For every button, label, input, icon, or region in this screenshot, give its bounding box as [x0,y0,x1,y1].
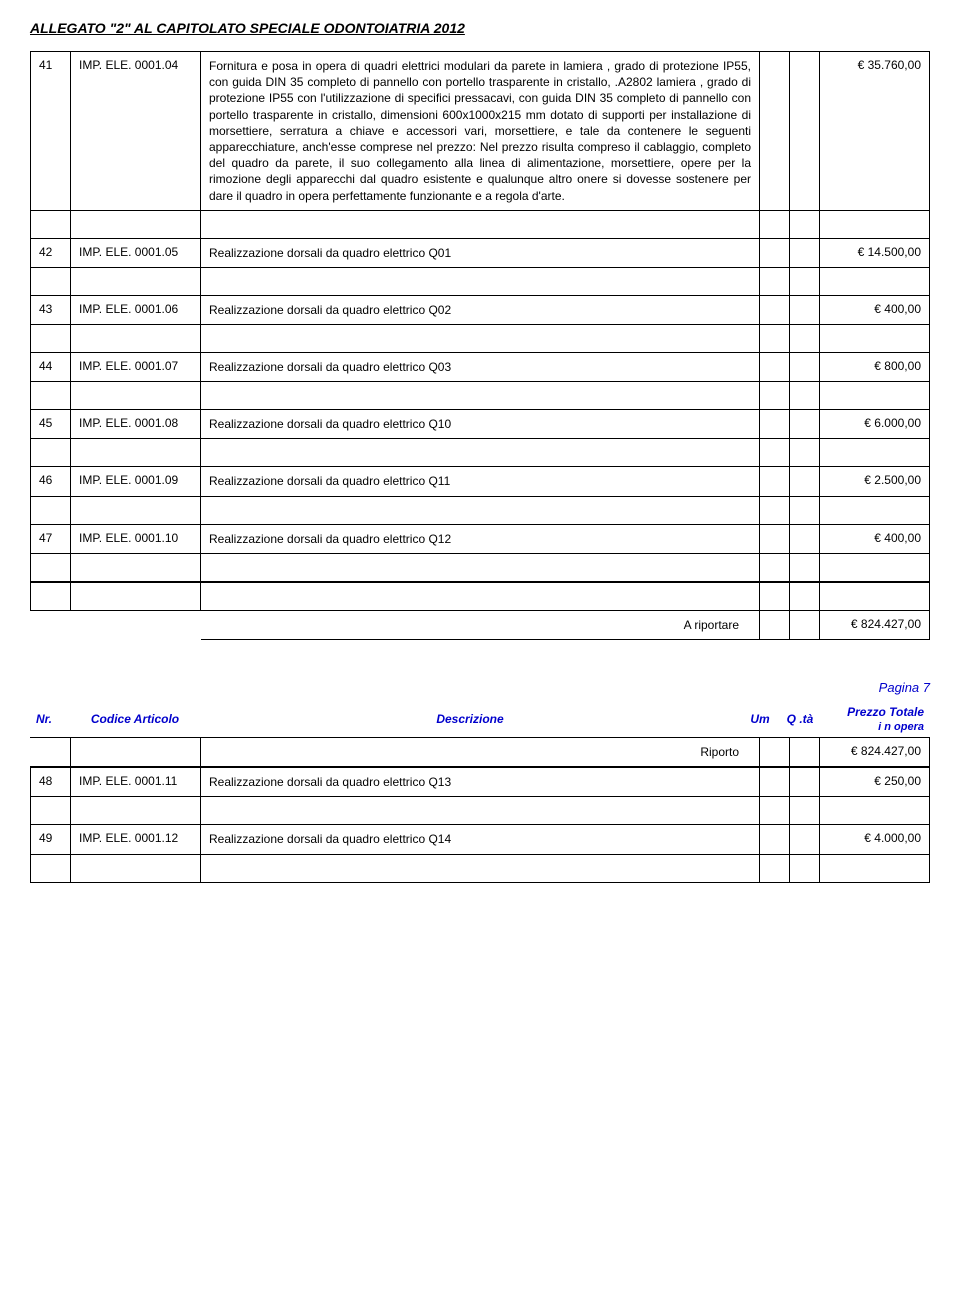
row-gap [760,825,790,854]
riporto-label: Riporto [200,738,760,767]
row-gap [760,238,790,267]
row-code: IMP. ELE. 0001.12 [71,825,201,854]
col-um: Um [740,701,780,737]
table-row: 49IMP. ELE. 0001.12Realizzazione dorsali… [31,825,930,854]
row-gap [760,768,790,797]
row-gap2 [790,238,820,267]
table-row: 45IMP. ELE. 0001.08Realizzazione dorsali… [31,410,930,439]
table-row: 48IMP. ELE. 0001.11Realizzazione dorsali… [31,768,930,797]
table-row: 41IMP. ELE. 0001.04Fornitura e posa in o… [31,52,930,211]
spacer-row [31,210,930,238]
row-desc: Realizzazione dorsali da quadro elettric… [201,353,760,382]
row-gap [760,295,790,324]
row-code: IMP. ELE. 0001.04 [71,52,201,211]
spacer-row [31,267,930,295]
row-nr: 49 [31,825,71,854]
items-table-1: 41IMP. ELE. 0001.04Fornitura e posa in o… [30,51,930,582]
spacer-row [31,854,930,882]
row-code: IMP. ELE. 0001.10 [71,524,201,553]
col-code: Codice Articolo [70,701,200,737]
row-price: € 35.760,00 [820,52,930,211]
spacer-row [31,496,930,524]
doc-header: ALLEGATO "2" AL CAPITOLATO SPECIALE ODON… [30,20,930,36]
row-gap2 [790,467,820,496]
row-code: IMP. ELE. 0001.07 [71,353,201,382]
col-desc: Descrizione [200,701,740,737]
column-header: Nr. Codice Articolo Descrizione Um Q .tà… [30,701,930,737]
row-price: € 250,00 [820,768,930,797]
row-price: € 800,00 [820,353,930,382]
riporto-value: € 824.427,00 [820,738,930,767]
table-row: 44IMP. ELE. 0001.07Realizzazione dorsali… [31,353,930,382]
row-gap2 [790,353,820,382]
row-nr: 43 [31,295,71,324]
col-price: Prezzo Totale i n opera [820,701,930,737]
row-gap [760,524,790,553]
table-row: 42IMP. ELE. 0001.05Realizzazione dorsali… [31,238,930,267]
items-table-2: 48IMP. ELE. 0001.11Realizzazione dorsali… [30,767,930,882]
row-desc: Realizzazione dorsali da quadro elettric… [201,825,760,854]
row-gap2 [790,52,820,211]
row-gap [760,52,790,211]
row-gap2 [790,825,820,854]
page-number: Pagina 7 [30,680,930,695]
spacer-row [31,439,930,467]
spacer-row [31,553,930,581]
riportare-label: A riportare [201,610,760,639]
row-gap2 [790,410,820,439]
row-desc: Realizzazione dorsali da quadro elettric… [201,295,760,324]
row-nr: 45 [31,410,71,439]
col-nr: Nr. [30,701,70,737]
row-nr: 41 [31,52,71,211]
row-desc: Realizzazione dorsali da quadro elettric… [201,524,760,553]
table-row: 46IMP. ELE. 0001.09Realizzazione dorsali… [31,467,930,496]
row-nr: 47 [31,524,71,553]
spacer-row [31,325,930,353]
row-desc: Realizzazione dorsali da quadro elettric… [201,238,760,267]
row-nr: 44 [31,353,71,382]
riporto-table: Riporto € 824.427,00 [30,737,930,767]
row-nr: 46 [31,467,71,496]
table-row: 43IMP. ELE. 0001.06Realizzazione dorsali… [31,295,930,324]
row-gap [760,410,790,439]
row-desc: Realizzazione dorsali da quadro elettric… [201,768,760,797]
row-desc: Realizzazione dorsali da quadro elettric… [201,410,760,439]
row-desc: Realizzazione dorsali da quadro elettric… [201,467,760,496]
row-code: IMP. ELE. 0001.08 [71,410,201,439]
row-gap2 [790,295,820,324]
row-gap2 [790,524,820,553]
row-price: € 400,00 [820,295,930,324]
row-code: IMP. ELE. 0001.05 [71,238,201,267]
row-nr: 48 [31,768,71,797]
row-gap [760,467,790,496]
row-gap [760,353,790,382]
row-price: € 14.500,00 [820,238,930,267]
table-row: 47IMP. ELE. 0001.10Realizzazione dorsali… [31,524,930,553]
row-gap2 [790,768,820,797]
row-code: IMP. ELE. 0001.11 [71,768,201,797]
row-code: IMP. ELE. 0001.09 [71,467,201,496]
spacer-row [31,382,930,410]
spacer-row [31,797,930,825]
row-price: € 2.500,00 [820,467,930,496]
row-nr: 42 [31,238,71,267]
row-price: € 4.000,00 [820,825,930,854]
row-desc: Fornitura e posa in opera di quadri elet… [201,52,760,211]
riportare-value: € 824.427,00 [820,610,930,639]
row-code: IMP. ELE. 0001.06 [71,295,201,324]
riportare-table: A riportare € 824.427,00 [30,582,930,640]
row-price: € 400,00 [820,524,930,553]
row-price: € 6.000,00 [820,410,930,439]
col-qta: Q .tà [780,701,820,737]
